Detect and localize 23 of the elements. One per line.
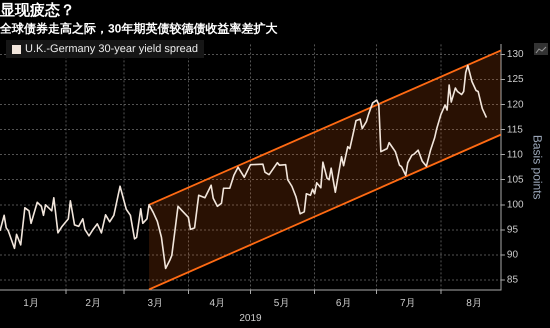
y-tick-label: 125: [506, 74, 524, 86]
x-tick-label: 8月: [466, 298, 482, 309]
x-axis-title: 2019: [239, 312, 262, 324]
x-tick-label: 6月: [336, 298, 352, 309]
y-tick-label: 100: [506, 200, 524, 211]
y-tick-label: 85: [506, 274, 518, 286]
x-tick-label: 3月: [147, 298, 164, 309]
y-tick-label: 110: [506, 149, 524, 160]
y-tick-label: 120: [506, 99, 524, 110]
chart-title: 显现疲态？: [0, 2, 75, 20]
y-tick-label: 105: [506, 174, 524, 186]
y-axis-title: Basis points: [530, 134, 544, 200]
x-tick-label: 7月: [400, 298, 416, 309]
chart-subtitle: 全球债券走高之际，30年期英债较德债收益率差扩大: [0, 22, 278, 36]
x-tick-label: 4月: [210, 298, 226, 309]
y-tick-label: 115: [506, 124, 524, 136]
x-tick-label: 1月: [23, 298, 39, 309]
x-tick-label: 5月: [274, 298, 290, 309]
legend-label: U.K.-Germany 30-year yield spread: [25, 43, 198, 55]
x-tick-label: 2月: [85, 298, 101, 309]
y-tick-label: 130: [506, 49, 524, 60]
y-tick-label: 90: [506, 250, 518, 261]
y-tick-label: 95: [506, 224, 518, 236]
